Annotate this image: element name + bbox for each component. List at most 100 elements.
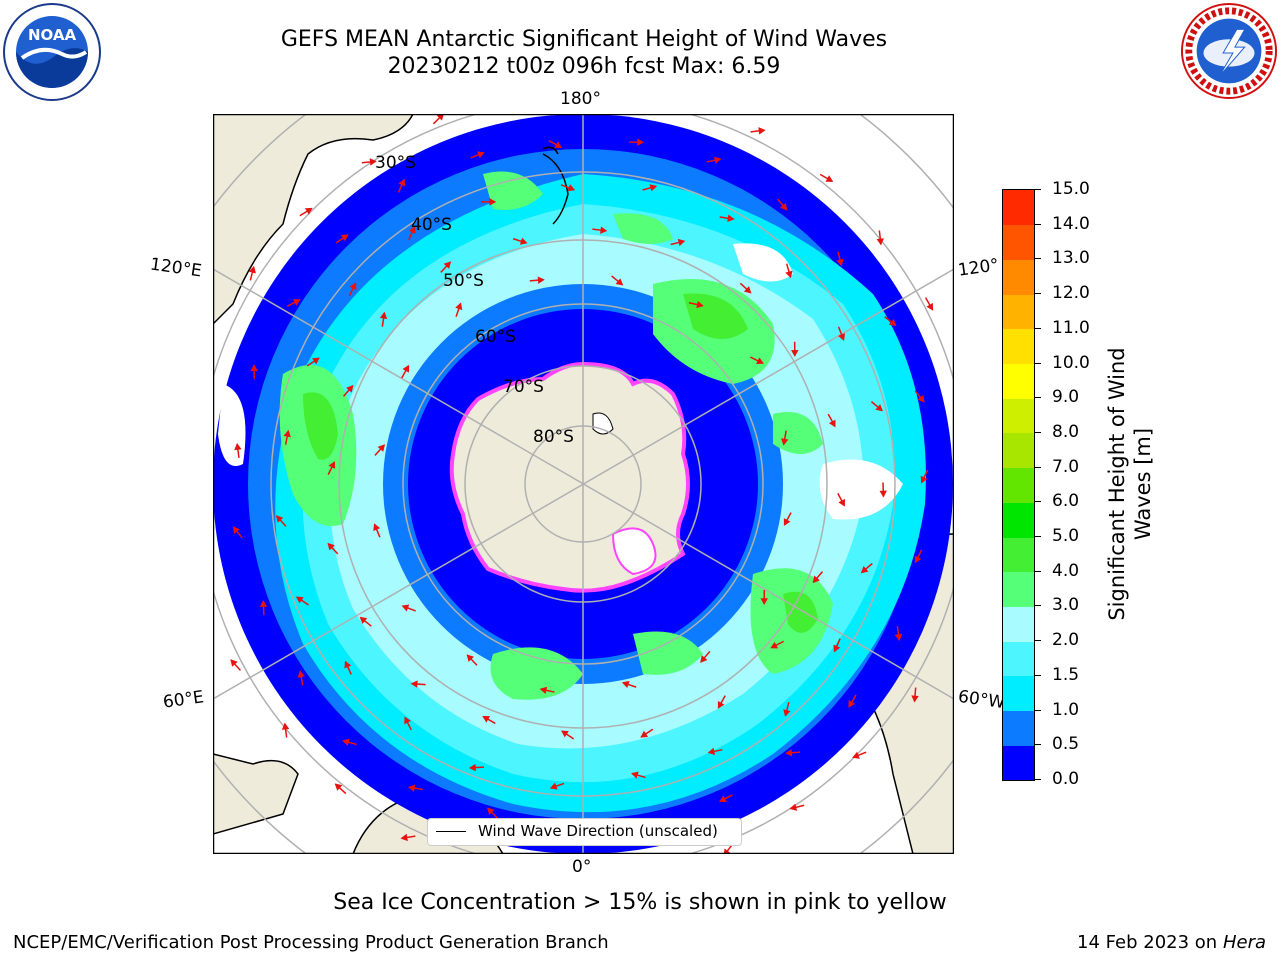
wave-arrow-head: [346, 384, 354, 393]
lat-label-30s: 30°S: [375, 153, 416, 173]
wave-arrow-head: [327, 542, 335, 551]
wave-arrow-head: [649, 184, 658, 192]
wave-arrow-head: [838, 333, 846, 341]
colorbar-segment: [1003, 363, 1034, 399]
wave-arrow-head: [342, 738, 350, 746]
wave-arrow-head: [487, 807, 495, 815]
colorbar-segment: [1003, 641, 1034, 677]
wave-arrow-head: [304, 207, 313, 215]
colorbar-segment: [1003, 675, 1034, 712]
lon-label-180: 180°: [560, 89, 601, 109]
wave-arrow-head: [894, 633, 903, 642]
colorbar-tick-label: 7.0: [1052, 456, 1080, 477]
wave-arrow-head: [312, 357, 320, 365]
wave-arrow-head: [700, 655, 708, 663]
wave-arrow-head: [789, 803, 798, 811]
colorbar-tick: [1034, 223, 1041, 225]
wave-arrow-head: [637, 138, 645, 146]
wave-arrow-head: [379, 311, 388, 320]
wave-arrow-head: [860, 565, 869, 574]
lon-label-120w: 120°: [956, 255, 1001, 281]
wave-arrow-head: [234, 443, 242, 451]
polar-map: 30°S 40°S 50°S 60°S 70°S 80°S: [213, 114, 954, 854]
colorbar-tick-label: 15.0: [1052, 179, 1090, 199]
wave-arrow-head: [401, 604, 410, 612]
colorbar-tick-label: 10.0: [1052, 352, 1090, 373]
colorbar-segment: [1003, 224, 1034, 260]
colorbar-tick: [1034, 327, 1041, 329]
colorbar-tick: [1034, 779, 1041, 780]
wave-arrow-head: [468, 763, 476, 772]
wave-arrow-head: [615, 278, 624, 286]
wave-arrow-head: [297, 670, 305, 678]
wave-arrow-head: [232, 526, 240, 534]
wave-arrow-head: [825, 175, 834, 182]
colorbar-tick: [1034, 709, 1041, 711]
date-line: 14 Feb 2023 on Hera: [1077, 932, 1266, 953]
colorbar-tick: [1034, 466, 1041, 468]
land-africa: [213, 753, 299, 835]
wave-arrow-head: [455, 302, 463, 311]
wave-arrow-head: [917, 394, 925, 403]
colorbar-label: Significant Height of Wind Waves [m]: [1105, 347, 1155, 621]
credit-line: NCEP/EMC/Verification Post Processing Pr…: [13, 932, 609, 953]
wave-arrow-head: [756, 357, 764, 365]
colorbar-tick: [1034, 744, 1041, 746]
wave-arrow-head: [369, 158, 377, 166]
wave-arrow-head: [621, 680, 630, 689]
lat-label-40s: 40°S: [411, 215, 452, 235]
colorbar-tick-label: 1.5: [1052, 664, 1080, 685]
colorbar-segment: [1003, 432, 1034, 469]
colorbar-segment: [1003, 398, 1034, 434]
lon-label-60w: 60°W: [956, 686, 1007, 714]
wave-arrow-head: [349, 282, 357, 291]
date-text: 14 Feb 2023 on: [1077, 932, 1218, 953]
wave-arrow-head: [852, 751, 860, 759]
wave-arrow-head: [259, 600, 268, 608]
colorbar-tick-label: 0.0: [1052, 769, 1080, 789]
wave-arrow-head: [334, 783, 343, 791]
wave-arrow-head: [404, 716, 411, 725]
wave-arrow-head: [876, 238, 884, 246]
wave-arrow-head: [631, 771, 639, 779]
lat-label-60s: 60°S: [475, 327, 516, 347]
colorbar-tick-label: 3.0: [1052, 595, 1080, 616]
wave-arrow-head: [677, 238, 686, 247]
colorbar-segment: [1003, 259, 1034, 295]
lat-label-50s: 50°S: [443, 271, 484, 291]
colorbar-tick-label: 4.0: [1052, 560, 1080, 581]
wave-arrow-head: [281, 722, 290, 730]
wave-arrow-head: [295, 596, 304, 604]
noaa-logo-text: NOAA: [28, 26, 77, 44]
colorbar-tick-label: 5.0: [1052, 526, 1080, 547]
colorbar-tick-label: 12.0: [1052, 283, 1090, 304]
colorbar-tick-label: 9.0: [1052, 387, 1080, 408]
host-name: Hera: [1222, 932, 1266, 953]
wave-arrow-head: [489, 198, 497, 206]
wave-arrow-head: [926, 302, 934, 311]
wave-arrow-head: [640, 730, 649, 738]
wave-arrow-head: [398, 178, 406, 187]
wave-arrow-head: [539, 686, 548, 694]
wave-arrow-head: [359, 616, 368, 624]
wave-arrow-head: [713, 156, 722, 164]
wave-arrow-head: [561, 730, 569, 738]
colorbar-tick-label: 2.0: [1052, 630, 1080, 651]
wave-arrow-head: [549, 782, 558, 790]
wave-arrow-head: [783, 518, 791, 526]
wave-arrow-head: [781, 438, 789, 446]
colorbar-segment: [1003, 710, 1034, 746]
lon-label-60e: 60°E: [161, 687, 206, 713]
wave-arrow-head: [408, 226, 416, 234]
wave-arrow-head: [554, 141, 563, 148]
lat-label-80s: 80°S: [533, 427, 574, 447]
wave-arrow-head: [696, 300, 704, 309]
wave-arrow-head: [838, 498, 845, 507]
sea-ice-note: Sea Ice Concentration > 15% is shown in …: [333, 890, 947, 915]
wave-arrow-head: [848, 700, 856, 708]
colorbar-tick-label: 6.0: [1052, 491, 1080, 512]
wave-arrow-head: [888, 318, 897, 327]
wave-direction-arrows: [230, 114, 934, 854]
wave-arrow-head: [466, 654, 474, 662]
wave-arrow-head: [407, 784, 416, 792]
